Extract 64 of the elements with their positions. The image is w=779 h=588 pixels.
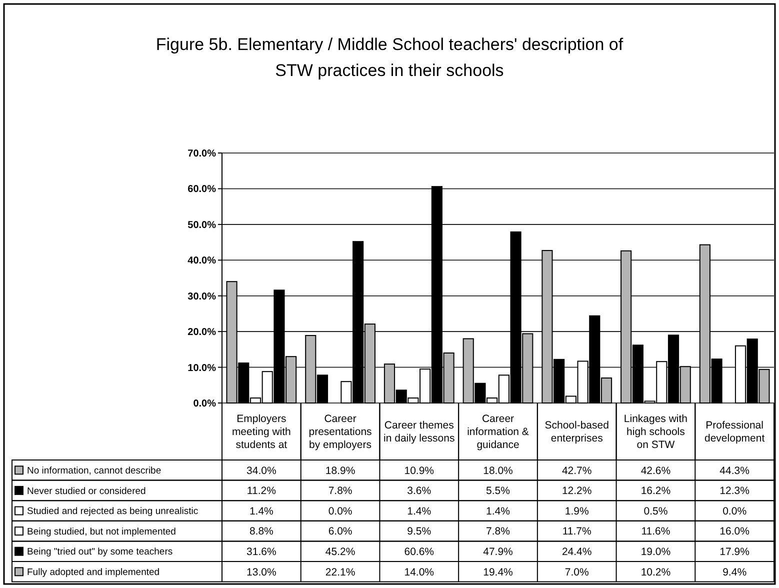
data-label: 17.9%: [720, 546, 750, 558]
legend-label: Being studied, but not implemented: [27, 526, 176, 538]
data-label: 7.8%: [328, 485, 352, 498]
data-label: 9.4%: [722, 566, 747, 578]
data-label: 34.0%: [246, 464, 276, 477]
data-label: 10.9%: [404, 464, 434, 477]
legend-label: Being "tried out" by some teachers: [27, 546, 173, 558]
y-tick-label: 40.0%: [188, 256, 216, 267]
data-label: 45.2%: [325, 546, 356, 558]
y-tick-label: 10.0%: [188, 362, 216, 374]
legend-label: No information, cannot describe: [27, 465, 162, 476]
chart-title: Figure 5b. Elementary / Middle School teachers' description of STW practices in their schools: [156, 35, 624, 80]
x-tick-label: Professional development: [704, 420, 765, 445]
x-tick-label: Employers meeting with students at: [232, 413, 292, 452]
data-label: 7.8%: [486, 526, 510, 538]
data-label: 22.1%: [325, 566, 356, 578]
data-label: 1.4%: [486, 505, 510, 518]
data-label: 19.0%: [640, 546, 671, 558]
x-tick-label: Linkages with high schools on STW: [624, 413, 688, 452]
data-label: 44.3%: [720, 464, 750, 477]
data-label: 24.4%: [562, 546, 592, 558]
data-label: 1.9%: [564, 505, 589, 518]
data-label: 6.0%: [328, 526, 352, 538]
data-label: 11.2%: [246, 485, 276, 498]
data-label: 31.6%: [246, 546, 276, 558]
y-tick-label: 50.0%: [188, 220, 216, 231]
x-tick-label: Career information & guidance: [467, 413, 529, 452]
data-label: 3.6%: [407, 485, 432, 498]
data-label: 8.8%: [249, 526, 274, 538]
data-label: 0.0%: [722, 505, 747, 518]
data-label: 42.6%: [640, 464, 671, 477]
y-tick-label: 60.0%: [188, 184, 216, 196]
x-tick-label: School-based enterprises: [544, 420, 610, 445]
data-label: 60.6%: [404, 546, 434, 558]
data-label: 0.0%: [328, 505, 352, 518]
data-label: 10.2%: [640, 566, 671, 578]
data-label: 12.2%: [562, 485, 592, 498]
data-label: 47.9%: [483, 546, 513, 558]
y-tick-label: 30.0%: [188, 291, 216, 302]
data-label: 12.3%: [720, 485, 750, 498]
x-tick-label: Career presentations by employers: [308, 413, 372, 452]
y-tick-label: 70.0%: [188, 148, 216, 160]
x-tick-label: Career themes in daily lessons: [384, 420, 455, 445]
data-label: 1.4%: [407, 505, 432, 518]
legend-label: Studied and rejected as being unrealistic: [27, 506, 198, 518]
data-label: 0.5%: [644, 505, 668, 518]
data-label: 7.0%: [564, 566, 589, 578]
data-label: 1.4%: [249, 505, 274, 518]
data-label: 18.0%: [483, 464, 513, 477]
legend-label: Never studied or considered: [27, 486, 146, 497]
data-label: 16.2%: [640, 485, 671, 498]
data-label: 14.0%: [404, 566, 434, 578]
data-label: 9.5%: [407, 526, 432, 538]
data-label: 11.6%: [641, 526, 670, 538]
data-label: 5.5%: [486, 485, 510, 498]
legend-label: Fully adopted and implemented: [27, 566, 160, 578]
data-label: 11.7%: [562, 526, 592, 538]
data-label: 18.9%: [325, 464, 356, 477]
y-tick-label: 0.0%: [193, 398, 216, 410]
data-label: 16.0%: [720, 526, 750, 538]
data-label: 13.0%: [246, 566, 276, 578]
data-label: 42.7%: [562, 464, 592, 477]
data-label: 19.4%: [483, 566, 513, 578]
y-tick-label: 20.0%: [188, 327, 216, 338]
